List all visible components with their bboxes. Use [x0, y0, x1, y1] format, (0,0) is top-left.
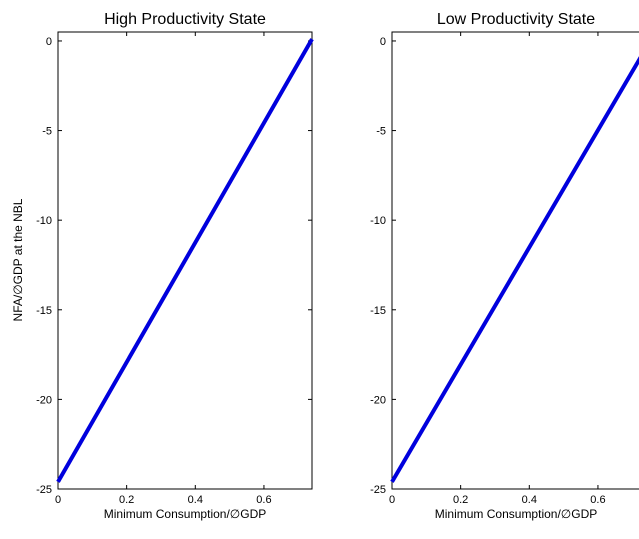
- panel-2-y-tick-label: 0: [380, 36, 386, 48]
- panel-1-plot-frame: [57, 31, 313, 490]
- panel-1-x-tick-label: 0.4: [188, 494, 203, 506]
- panel-2-plot-frame: [391, 31, 639, 490]
- panel-1-y-axis-label: NFA/∅GDP at the NBL: [11, 198, 25, 321]
- panel-1-series: [56, 38, 314, 483]
- panel-2-series-line: [390, 56, 639, 483]
- panel-2-y-tick-label: -15: [370, 305, 386, 317]
- panel-1-y-tick-label: -10: [36, 215, 52, 227]
- panel-2-x-tick-label: 0: [389, 494, 395, 506]
- panel-low-productivity: Low Productivity State 0 0.2 0.4 0.6 0 -5 -10…: [370, 11, 639, 521]
- panel-1-y-tick-label: -15: [36, 305, 52, 317]
- panel-2-x-axis-label: Minimum Consumption/∅GDP: [435, 507, 598, 521]
- panel-1-y-tick-label: -20: [36, 394, 52, 406]
- panel-2-y-ticks: 0 -5 -10 -15 -20 -25: [370, 36, 396, 496]
- panel-1-x-tick-label: 0: [55, 494, 61, 506]
- panel-1-title: High Productivity State: [104, 11, 266, 28]
- panel-1-x-tick-label: 0.6: [256, 494, 271, 506]
- panel-high-productivity: High Productivity State 0 0.2 0.4 0.6 0 -5 -1…: [11, 11, 314, 521]
- panel-2-x-tick-label: 0.2: [453, 494, 468, 506]
- panel-2-y-tick-label: -10: [370, 215, 386, 227]
- panel-2-x-tick-label: 0.6: [590, 494, 605, 506]
- panel-2-y-tick-label: -20: [370, 394, 386, 406]
- panel-2-y-tick-label: -25: [370, 484, 386, 496]
- panel-1-x-tick-label: 0.2: [119, 494, 134, 506]
- panel-1-y-tick-label: -5: [42, 126, 52, 138]
- panel-2-x-ticks: 0 0.2 0.4 0.6: [389, 32, 606, 506]
- panel-1-series-line: [56, 38, 314, 483]
- panel-1-x-axis-label: Minimum Consumption/∅GDP: [104, 507, 267, 521]
- panel-2-x-tick-label: 0.4: [522, 494, 537, 506]
- panel-1-x-ticks: 0 0.2 0.4 0.6: [55, 32, 272, 506]
- panel-2-y-tick-label: -5: [376, 126, 386, 138]
- panel-1-y-tick-label: -25: [36, 484, 52, 496]
- panel-1-y-tick-label: 0: [46, 36, 52, 48]
- panel-1-y-ticks: 0 -5 -10 -15 -20 -25: [36, 36, 312, 496]
- panel-2-title: Low Productivity State: [437, 11, 595, 28]
- panel-2-series: [390, 56, 639, 483]
